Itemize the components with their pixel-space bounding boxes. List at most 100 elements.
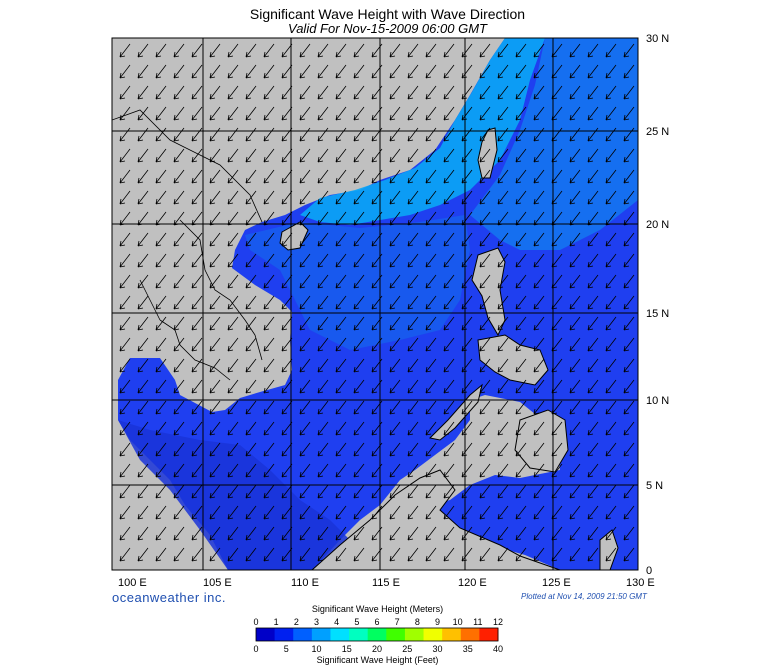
wave-arrow — [497, 442, 509, 457]
wave-arrow — [227, 274, 239, 289]
wave-arrow — [317, 316, 329, 331]
wave-arrow — [227, 463, 239, 478]
wave-arrow — [587, 85, 599, 100]
wave-arrow — [443, 43, 455, 58]
wave-arrow — [569, 400, 581, 415]
wave-arrow — [155, 442, 167, 457]
meter-tick-label: 10 — [453, 617, 463, 627]
wave-arrow — [371, 127, 383, 142]
wave-arrow — [569, 295, 581, 310]
wave-arrow — [407, 442, 419, 457]
wave-arrow — [515, 148, 527, 163]
wave-arrow — [209, 442, 221, 457]
wave-arrow — [623, 379, 635, 394]
wave-arrow — [281, 505, 293, 520]
wave-arrow — [515, 505, 527, 520]
wave-arrow — [245, 379, 257, 394]
wave-arrow — [173, 316, 185, 331]
wave-arrow — [605, 421, 617, 436]
wave-arrow — [569, 337, 581, 352]
lat-label: 10 N — [646, 395, 669, 407]
wave-arrow — [551, 295, 563, 310]
wave-arrow — [587, 106, 599, 121]
wave-arrow — [353, 547, 365, 562]
wave-arrow — [605, 484, 617, 499]
meter-tick-label: 5 — [354, 617, 359, 627]
wave-arrow — [551, 64, 563, 79]
lon-label: 125 E — [542, 577, 571, 589]
wave-arrow — [317, 358, 329, 373]
wave-arrow — [389, 316, 401, 331]
wave-arrow — [407, 484, 419, 499]
wave-arrow — [209, 148, 221, 163]
wave-arrow — [407, 253, 419, 268]
wave-arrow — [605, 295, 617, 310]
wave-arrow — [371, 274, 383, 289]
colorbar-swatch — [423, 628, 443, 641]
wave-arrow — [623, 526, 635, 541]
wave-arrow — [623, 505, 635, 520]
wave-arrow — [389, 232, 401, 247]
wave-arrow — [371, 169, 383, 184]
wave-arrow — [461, 526, 473, 541]
wave-arrow — [389, 127, 401, 142]
wave-arrow — [263, 463, 275, 478]
colorbar-frame — [255, 627, 499, 642]
wave-arrow — [173, 106, 185, 121]
wave-arrow — [533, 421, 545, 436]
wave-arrow — [353, 211, 365, 226]
wave-arrow — [623, 148, 635, 163]
wave-arrow — [569, 127, 581, 142]
wave-arrow — [335, 379, 347, 394]
chart-title: Significant Wave Height with Wave Direct… — [249, 6, 526, 22]
wave-arrow — [605, 232, 617, 247]
wave-arrow — [461, 148, 473, 163]
wave-arrow — [389, 295, 401, 310]
wave-arrow — [425, 232, 437, 247]
wave-arrow — [209, 421, 221, 436]
wave-arrow — [569, 463, 581, 478]
wave-arrow — [407, 316, 419, 331]
wave-arrow — [227, 484, 239, 499]
wave-arrow — [389, 442, 401, 457]
wave-arrow — [209, 169, 221, 184]
wave-arrow — [407, 43, 419, 58]
wave-arrow — [137, 190, 149, 205]
wave-arrow — [335, 484, 347, 499]
wave-arrow — [209, 64, 221, 79]
wave-arrow — [353, 127, 365, 142]
wave-arrow — [623, 85, 635, 100]
wave-arrow — [569, 232, 581, 247]
wave-arrow — [353, 337, 365, 352]
wave-arrow — [605, 505, 617, 520]
wave-arrow — [497, 169, 509, 184]
wave-arrow — [245, 526, 257, 541]
wave-arrow — [263, 274, 275, 289]
wave-arrow — [569, 85, 581, 100]
lat-label: 25 N — [646, 126, 669, 138]
wave-arrow — [191, 400, 203, 415]
colorbar-swatch — [386, 628, 406, 641]
wave-arrow — [515, 169, 527, 184]
wave-arrow — [497, 190, 509, 205]
wave-arrow — [551, 106, 563, 121]
wave-arrow — [515, 421, 527, 436]
longitude-labels: 100 E 105 E 110 E 115 E 120 E 125 E 130 … — [118, 577, 655, 589]
wave-arrow — [245, 211, 257, 226]
wave-arrow — [371, 400, 383, 415]
wave-arrow — [299, 106, 311, 121]
wave-arrow — [173, 43, 185, 58]
wave-arrow — [173, 484, 185, 499]
wave-arrow — [371, 421, 383, 436]
wave-arrow — [479, 484, 491, 499]
lat-label: 0 — [646, 565, 652, 577]
wave-arrow — [551, 127, 563, 142]
wave-arrow — [515, 253, 527, 268]
wave-arrow — [623, 274, 635, 289]
wave-arrow — [119, 106, 131, 121]
wave-arrow — [227, 547, 239, 562]
wave-arrow — [155, 64, 167, 79]
wave-arrow — [569, 43, 581, 58]
wave-arrow — [569, 106, 581, 121]
